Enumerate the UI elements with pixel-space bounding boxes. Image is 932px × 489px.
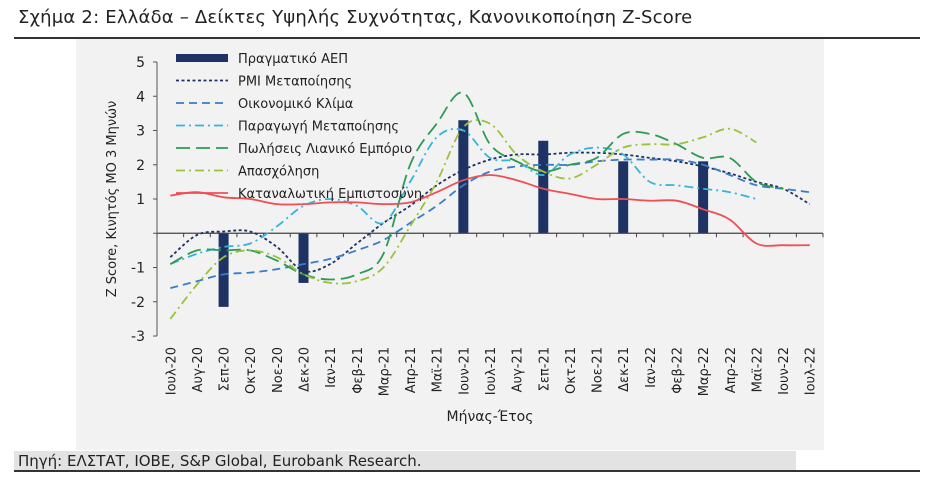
x-tick-label: Νοε-21 xyxy=(591,347,606,393)
x-tick-label: Μαϊ-22 xyxy=(750,347,765,392)
bar xyxy=(538,140,549,234)
y-axis-title: Z Score, Κινητός ΜΟ 3 Μηνών xyxy=(105,101,120,298)
bar xyxy=(618,161,629,234)
title-rule xyxy=(14,37,920,39)
x-tick-label: Ιουλ-20 xyxy=(164,347,179,395)
legend-label: Καταναλωτική Εμπιστοσύνη xyxy=(238,187,422,202)
x-tick-label: Οκτ-20 xyxy=(244,347,259,394)
series-line xyxy=(169,91,784,281)
x-tick-label: Ιουλ-21 xyxy=(484,347,499,395)
bar xyxy=(458,120,469,234)
x-tick-label: Ιαν-22 xyxy=(644,347,659,388)
legend-label: Πωλήσεις Λιανικό Εμπόριο xyxy=(238,142,412,157)
x-tick-label: Απρ-22 xyxy=(724,347,739,393)
legend-label: Παραγωγή Μεταποίησης xyxy=(238,120,399,135)
y-tick-label: 1 xyxy=(136,192,145,208)
source-band xyxy=(14,451,796,470)
bar xyxy=(698,161,709,234)
legend-label: Οικονομικό Κλίμα xyxy=(238,97,353,112)
x-tick-label: Οκτ-21 xyxy=(564,347,579,394)
y-tick-label: -1 xyxy=(131,261,145,277)
x-tick-label: Μαϊ-21 xyxy=(431,347,446,392)
series-line xyxy=(169,128,757,265)
x-tick-label: Αυγ-21 xyxy=(511,347,526,392)
x-tick-label: Ιουν-21 xyxy=(457,347,472,395)
x-tick-label: Αυγ-20 xyxy=(191,347,206,392)
y-tick-label: 5 xyxy=(136,55,145,71)
figure-source: Πηγή: ΕΛΣΤΑΤ, ΙΟΒΕ, S&P Global, Eurobank… xyxy=(18,452,422,470)
x-tick-label: Απρ-21 xyxy=(404,347,419,393)
x-tick-label: Ιουλ-22 xyxy=(804,347,819,395)
legend-label: PMI Μεταποίησης xyxy=(238,75,352,90)
x-tick-label: Φεβ-22 xyxy=(670,347,685,394)
x-axis-title: Μήνας-Έτος xyxy=(447,409,534,425)
y-tick-label: 4 xyxy=(136,89,145,105)
bar xyxy=(218,233,229,307)
y-tick-label: -3 xyxy=(131,329,145,345)
chart-panel xyxy=(76,38,824,450)
x-tick-label: Σεπ-21 xyxy=(537,347,552,391)
y-tick-label: -2 xyxy=(131,295,145,311)
x-tick-label: Ιαν-21 xyxy=(324,347,339,388)
y-tick-label: 3 xyxy=(136,124,145,140)
x-tick-label: Μαρ-21 xyxy=(377,347,392,396)
x-tick-label: Σεπ-20 xyxy=(218,347,233,391)
bar xyxy=(298,233,309,283)
series-line xyxy=(169,151,811,273)
series-line xyxy=(170,174,810,247)
x-tick-label: Νοε-20 xyxy=(271,347,286,393)
x-tick-label: Δεκ-20 xyxy=(298,347,313,392)
y-tick-label: 2 xyxy=(136,158,145,174)
series-line xyxy=(170,158,810,289)
legend-label: Απασχόληση xyxy=(238,165,319,180)
figure-title: Σχήμα 2: Ελλάδα – Δείκτες Υψηλής Συχνότη… xyxy=(18,7,693,28)
x-tick-label: Φεβ-21 xyxy=(351,347,366,394)
x-tick-label: Μαρ-22 xyxy=(697,347,712,396)
x-tick-label: Δεκ-21 xyxy=(617,347,632,392)
legend-swatch xyxy=(176,54,228,62)
legend-label: Πραγματικό ΑΕΠ xyxy=(238,52,348,67)
bottom-rule xyxy=(14,470,920,472)
x-tick-label: Ιουν-22 xyxy=(777,347,792,395)
